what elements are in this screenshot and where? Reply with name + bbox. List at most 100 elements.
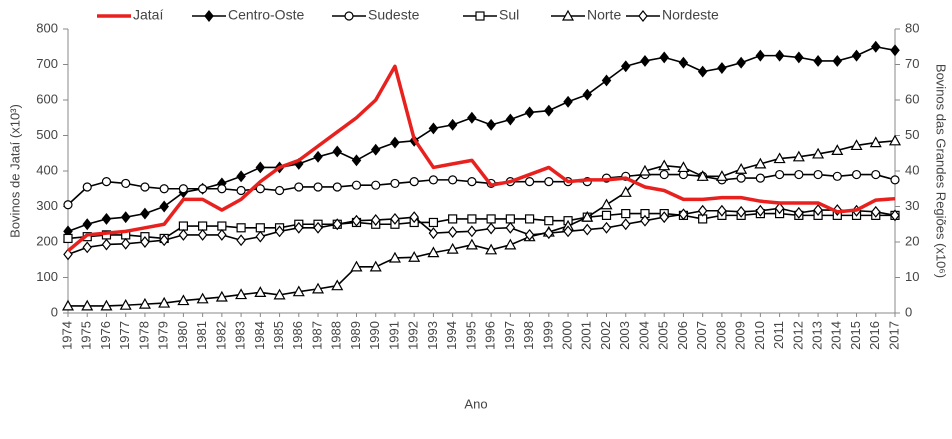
point-marker xyxy=(409,211,419,224)
x-tick-label: 1988 xyxy=(329,321,344,350)
point-marker xyxy=(236,223,246,233)
point-marker xyxy=(178,221,188,231)
point-marker xyxy=(82,241,93,254)
point-marker xyxy=(351,214,362,227)
x-tick-label: 1998 xyxy=(521,321,536,350)
x-tick-label: 2012 xyxy=(790,321,805,350)
point-marker xyxy=(755,204,766,217)
point-marker xyxy=(140,182,150,192)
y2-tick-label: 30 xyxy=(905,198,919,213)
legend-marker xyxy=(204,10,214,22)
point-marker xyxy=(158,296,171,308)
point-marker xyxy=(524,214,535,224)
point-marker xyxy=(620,60,631,73)
point-marker xyxy=(409,177,419,187)
point-marker xyxy=(581,210,594,222)
y2-tick-label: 80 xyxy=(905,20,919,35)
point-marker xyxy=(467,225,477,238)
point-marker xyxy=(774,49,785,62)
x-tick-label: 2009 xyxy=(733,321,748,350)
point-marker xyxy=(63,200,73,210)
point-marker xyxy=(390,136,400,149)
point-marker xyxy=(677,161,690,173)
point-marker xyxy=(504,238,517,250)
x-tick-label: 2002 xyxy=(598,321,613,350)
point-marker xyxy=(215,290,228,302)
point-marker xyxy=(678,208,689,221)
x-tick-label: 1999 xyxy=(540,321,555,350)
point-marker xyxy=(101,212,112,225)
point-marker xyxy=(81,299,94,311)
point-marker xyxy=(659,51,669,64)
point-marker xyxy=(620,218,631,231)
point-marker xyxy=(390,178,400,189)
y2-tick-label: 10 xyxy=(905,269,919,284)
point-marker xyxy=(198,184,208,194)
point-marker xyxy=(390,212,400,225)
legend-label: Sul xyxy=(499,7,519,23)
y-tick-label: 0 xyxy=(51,304,58,319)
point-marker xyxy=(659,211,669,224)
point-marker xyxy=(159,184,169,194)
point-marker xyxy=(61,299,75,311)
x-tick-label: 1984 xyxy=(252,321,267,350)
x-tick-label: 2014 xyxy=(829,321,844,350)
point-marker xyxy=(100,299,113,311)
point-marker xyxy=(119,298,132,310)
y-tick-label: 300 xyxy=(36,198,58,213)
point-marker xyxy=(832,54,843,67)
x-tick-label: 1997 xyxy=(502,321,517,350)
x-tick-label: 1994 xyxy=(444,321,459,350)
point-marker xyxy=(735,162,748,174)
y2-tick-label: 0 xyxy=(905,304,912,319)
point-marker xyxy=(888,134,902,146)
point-marker xyxy=(273,288,286,300)
x-tick-label: 1979 xyxy=(156,321,171,350)
point-marker xyxy=(350,260,363,272)
point-marker xyxy=(101,238,112,251)
point-marker xyxy=(121,178,131,189)
point-marker xyxy=(428,227,439,240)
point-marker xyxy=(717,204,727,217)
x-tick-label: 1989 xyxy=(348,321,363,350)
point-marker xyxy=(563,225,573,238)
point-marker xyxy=(446,242,459,254)
legend-label: Sudeste xyxy=(368,7,420,23)
y-tick-label: 700 xyxy=(36,56,58,71)
point-marker xyxy=(851,169,862,180)
x-tick-label: 1978 xyxy=(136,321,151,350)
point-marker xyxy=(813,169,823,180)
point-marker xyxy=(408,251,421,262)
point-marker xyxy=(697,65,708,78)
point-marker xyxy=(715,170,728,181)
x-tick-label: 1981 xyxy=(194,321,209,350)
point-marker xyxy=(120,211,131,224)
legend-label: Centro-Oste xyxy=(228,7,304,23)
point-marker xyxy=(601,210,612,220)
point-marker xyxy=(754,157,767,169)
series-line xyxy=(68,140,896,307)
legend-marker xyxy=(638,10,648,22)
point-marker xyxy=(486,118,496,131)
point-marker xyxy=(388,251,401,263)
point-marker xyxy=(294,182,304,192)
y2-axis-label: Bovinos das Grandes Regiões (x10⁶) xyxy=(934,64,949,278)
x-tick-label: 1977 xyxy=(117,321,132,350)
point-marker xyxy=(794,51,804,64)
point-marker xyxy=(177,294,190,306)
point-marker xyxy=(331,279,344,291)
point-marker xyxy=(638,164,651,176)
point-marker xyxy=(255,184,265,194)
x-tick-label: 2010 xyxy=(752,321,767,350)
point-marker xyxy=(544,177,554,187)
point-marker xyxy=(332,182,342,192)
legend-marker xyxy=(344,11,354,21)
point-marker xyxy=(486,214,496,224)
point-marker xyxy=(544,216,554,226)
point-marker xyxy=(82,182,92,192)
point-marker xyxy=(544,104,554,117)
legend-marker xyxy=(561,9,575,21)
point-marker xyxy=(448,175,458,185)
point-marker xyxy=(812,147,825,159)
point-marker xyxy=(871,169,881,180)
